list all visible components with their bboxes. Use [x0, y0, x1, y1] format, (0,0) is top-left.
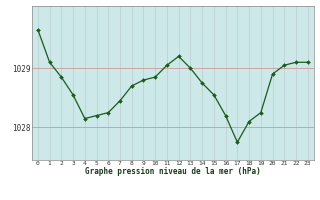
X-axis label: Graphe pression niveau de la mer (hPa): Graphe pression niveau de la mer (hPa): [85, 167, 261, 176]
